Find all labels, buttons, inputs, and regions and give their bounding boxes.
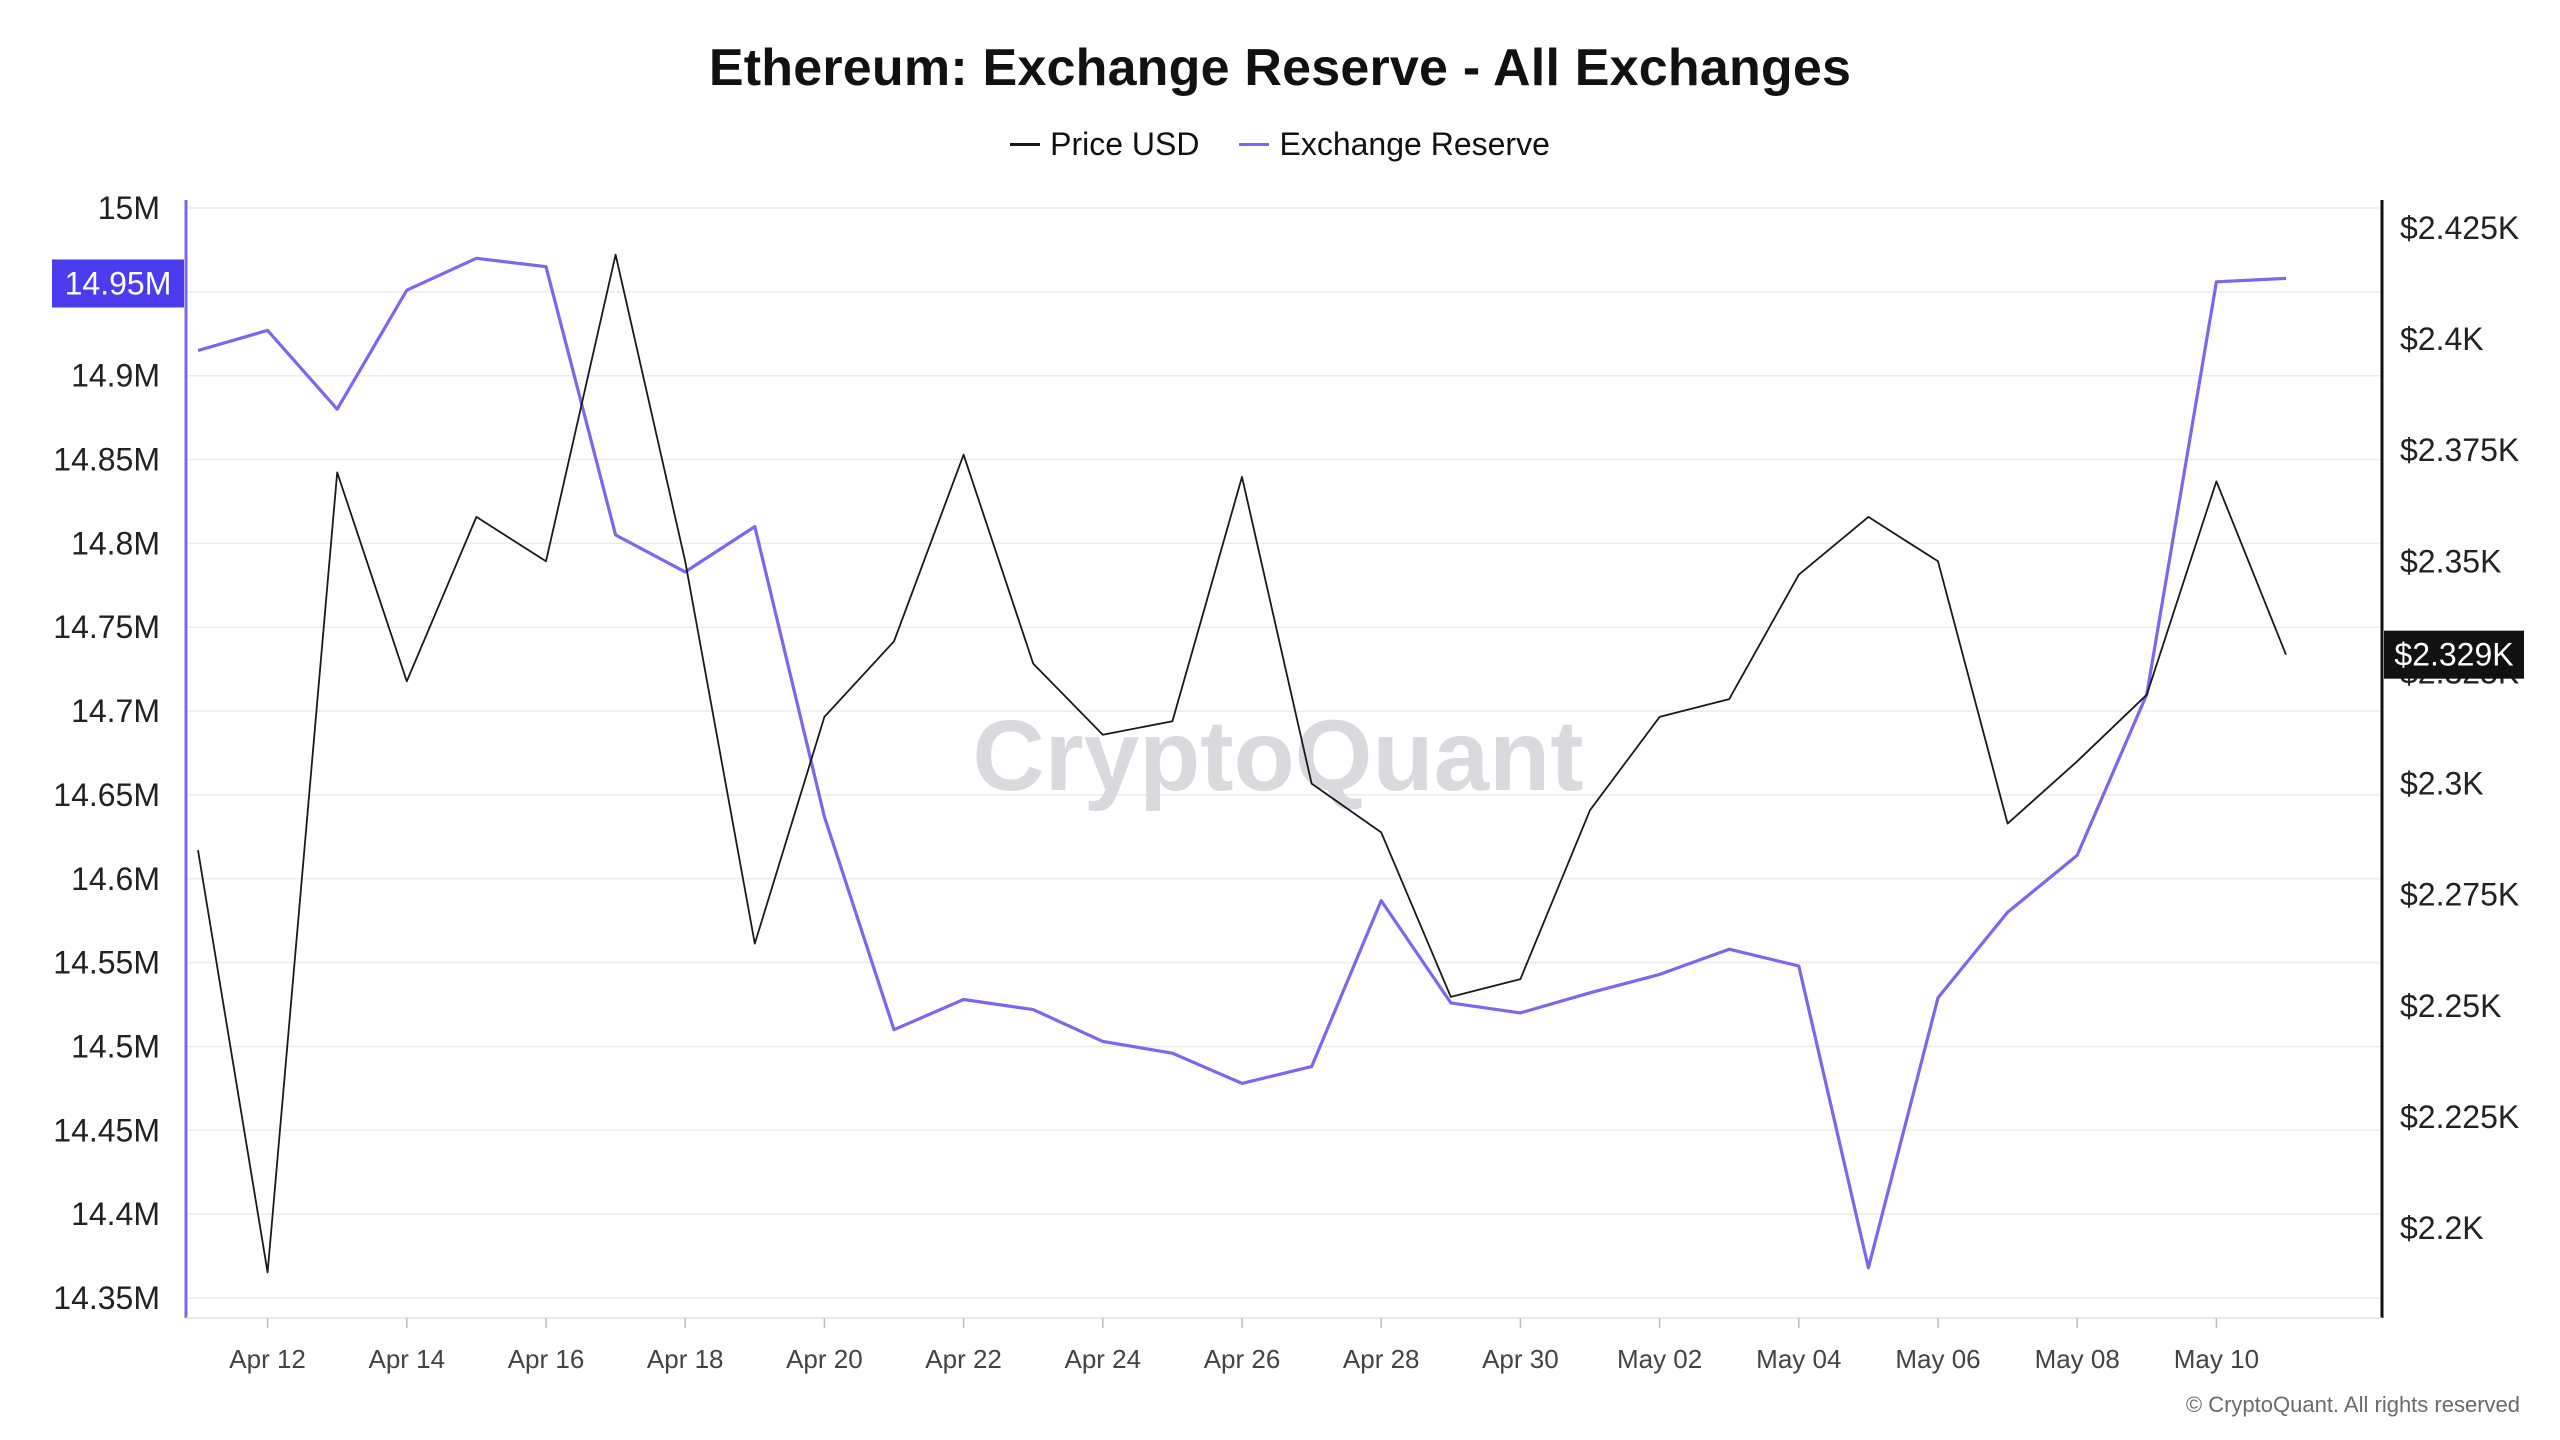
x-tick-label: Apr 28 (1343, 1344, 1420, 1374)
right-tick-label: $2.4K (2400, 321, 2484, 357)
left-tick-label: 14.4M (71, 1196, 160, 1232)
right-tick-label: $2.25K (2400, 988, 2501, 1024)
right-value-badge-label: $2.329K (2394, 637, 2513, 673)
right-tick-label: $2.225K (2400, 1099, 2519, 1135)
x-tick-label: May 02 (1617, 1344, 1702, 1374)
chart-title: Ethereum: Exchange Reserve - All Exchang… (708, 39, 1852, 97)
series-line-exchange-reserve[interactable] (197, 256, 2287, 1270)
right-tick-label: $2.2K (2400, 1210, 2484, 1246)
legend-swatch-price (1010, 143, 1041, 146)
right-tick-label: $2.375K (2400, 432, 2519, 468)
left-tick-label: 14.8M (71, 525, 160, 561)
left-tick-label: 14.65M (53, 777, 160, 813)
legend-swatch-reserve (1239, 143, 1270, 146)
legend-label-price: Price USD (1050, 126, 1200, 162)
legend-item-reserve[interactable]: Exchange Reserve (1239, 126, 1550, 163)
x-tick-label: Apr 20 (786, 1344, 863, 1374)
x-tick-label: May 06 (1895, 1344, 1980, 1374)
series-line-price-usd[interactable] (197, 253, 2287, 1274)
right-tick-label: $2.3K (2400, 766, 2484, 802)
left-tick-label: 14.5M (71, 1028, 160, 1064)
x-tick-label: Apr 22 (925, 1344, 1002, 1374)
left-tick-label: 14.7M (71, 693, 160, 729)
right-tick-label: $2.35K (2400, 543, 2501, 579)
left-tick-label: 14.6M (71, 861, 160, 897)
legend: Price USD Exchange Reserve (0, 126, 2560, 163)
legend-item-price[interactable]: Price USD (1010, 126, 1199, 163)
x-tick-label: Apr 30 (1482, 1344, 1559, 1374)
right-tick-label: $2.275K (2400, 877, 2519, 913)
watermark-text: CryptoQuant (972, 700, 1583, 812)
left-tick-label: 14.35M (53, 1280, 160, 1316)
left-tick-label: 14.55M (53, 945, 160, 981)
x-tick-label: Apr 12 (229, 1344, 306, 1374)
left-value-badge (52, 259, 184, 308)
x-tick-label: Apr 24 (1064, 1344, 1141, 1374)
left-tick-label: 15M (98, 190, 160, 226)
x-tick-label: Apr 14 (368, 1344, 445, 1374)
x-tick-label: May 10 (2174, 1344, 2259, 1374)
x-tick-label: May 08 (2035, 1344, 2120, 1374)
left-value-badge-label: 14.95M (65, 265, 172, 301)
left-tick-label: 14.85M (53, 442, 160, 478)
right-tick-label: $2.425K (2400, 210, 2519, 246)
x-tick-label: Apr 16 (508, 1344, 585, 1374)
copyright-footer: © CryptoQuant. All rights reserved (2185, 1392, 2520, 1417)
left-tick-label: 14.75M (53, 609, 160, 645)
x-tick-label: Apr 18 (647, 1344, 724, 1374)
legend-label-reserve: Exchange Reserve (1279, 126, 1550, 162)
right-value-badge (2384, 630, 2524, 679)
left-tick-label: 14.9M (71, 358, 160, 394)
x-tick-label: Apr 26 (1204, 1344, 1281, 1374)
left-tick-label: 14.45M (53, 1112, 160, 1148)
x-tick-label: May 04 (1756, 1344, 1841, 1374)
